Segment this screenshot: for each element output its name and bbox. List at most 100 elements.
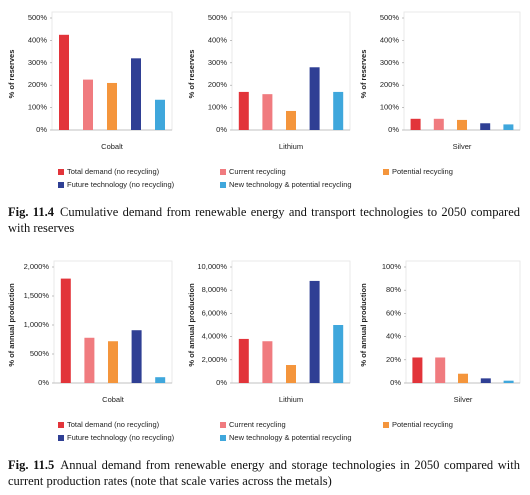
y-tick-label: 300% [380, 58, 400, 67]
legend-swatch [220, 169, 226, 175]
y-tick-label: 300% [208, 58, 228, 67]
y-tick-label: 300% [28, 58, 48, 67]
y-tick-label: 0% [216, 125, 227, 134]
bar [503, 380, 514, 383]
x-tick-label: Cobalt [102, 395, 125, 404]
y-tick-label: 400% [208, 35, 228, 44]
bar [457, 119, 467, 130]
plot-frame [231, 260, 351, 384]
bar [333, 91, 344, 130]
bar [155, 377, 166, 383]
bar [238, 91, 249, 130]
bar [309, 67, 320, 130]
y-tick-label: 100% [380, 103, 400, 112]
caption-label: Fig. 11.4 [8, 205, 54, 219]
y-axis-label: % of annual production [187, 283, 196, 367]
legend-label: Current recycling [229, 420, 286, 429]
bar [435, 357, 446, 383]
y-tick-label: 1,000% [24, 320, 50, 329]
y-axis-label: % of annual production [7, 283, 16, 367]
legend-swatch [220, 422, 226, 428]
y-tick-label: 100% [382, 262, 402, 271]
y-tick-label: 2,000% [202, 355, 228, 364]
bar [333, 325, 344, 383]
bar [309, 280, 320, 383]
legend-label: Future technology (no recycling) [67, 180, 175, 189]
caption-text: Cumulative demand from renewable energy … [8, 205, 521, 235]
bar [59, 34, 69, 130]
bar [262, 341, 273, 383]
legend-swatch [58, 182, 64, 188]
y-tick-label: 500% [208, 13, 228, 22]
legend-label: Current recycling [229, 167, 286, 176]
legend-label: Future technology (no recycling) [67, 433, 175, 442]
bar [238, 338, 249, 383]
bar [108, 341, 118, 383]
bar [262, 94, 273, 130]
y-tick-label: 6,000% [202, 308, 228, 317]
y-tick-label: 10,000% [197, 262, 227, 271]
caption-label: Fig. 11.5 [8, 458, 55, 472]
bar [107, 82, 117, 130]
y-tick-label: 4,000% [202, 332, 228, 341]
y-tick-label: 40% [386, 332, 401, 341]
bar [503, 124, 514, 130]
y-tick-label: 0% [36, 125, 47, 134]
bar [433, 118, 444, 130]
y-tick-label: 200% [28, 80, 48, 89]
caption: Fig. 11.4 Cumulative demand from renewabl… [8, 204, 520, 236]
y-tick-label: 0% [38, 378, 49, 387]
y-tick-label: 200% [380, 80, 400, 89]
y-tick-label: 8,000% [202, 285, 228, 294]
bar [412, 357, 423, 383]
y-tick-label: 0% [216, 378, 227, 387]
legend-label: New technology & potential recycling [229, 433, 352, 442]
y-tick-label: 0% [390, 378, 401, 387]
bar [410, 118, 421, 130]
legend-swatch [220, 435, 226, 441]
legend-swatch [58, 422, 64, 428]
y-tick-label: 20% [386, 355, 401, 364]
y-tick-label: 0% [388, 125, 399, 134]
bar [458, 373, 468, 383]
y-tick-label: 400% [380, 35, 400, 44]
bar [286, 365, 296, 383]
bar [155, 99, 165, 130]
legend-swatch [58, 169, 64, 175]
bar [131, 330, 142, 383]
y-tick-label: 500% [30, 349, 50, 358]
caption-text: Annual demand from renewable energy and … [8, 458, 520, 488]
plot-frame [405, 260, 521, 384]
y-tick-label: 100% [208, 103, 228, 112]
bar [480, 378, 491, 383]
x-tick-label: Cobalt [101, 142, 124, 151]
legend-label: Total demand (no recycling) [67, 167, 160, 176]
legend-label: Potential recycling [392, 167, 453, 176]
y-axis-label: % of reserves [187, 50, 196, 99]
bar [286, 110, 296, 130]
y-tick-label: 100% [28, 103, 48, 112]
legend-swatch [383, 169, 389, 175]
legend-swatch [220, 182, 226, 188]
y-tick-label: 60% [386, 308, 401, 317]
y-tick-label: 2,000% [24, 262, 50, 271]
y-tick-label: 80% [386, 285, 401, 294]
y-axis-label: % of reserves [359, 50, 368, 99]
legend-label: New technology & potential recycling [229, 180, 352, 189]
bar [84, 337, 95, 383]
legend-swatch [58, 435, 64, 441]
y-tick-label: 1,500% [24, 291, 50, 300]
plot-frame [403, 11, 521, 131]
y-axis-label: % of annual production [359, 283, 368, 367]
bar [83, 79, 93, 130]
y-tick-label: 200% [208, 80, 228, 89]
x-tick-label: Silver [453, 142, 472, 151]
legend-label: Total demand (no recycling) [67, 420, 160, 429]
legend-swatch [383, 422, 389, 428]
x-tick-label: Silver [454, 395, 473, 404]
y-tick-label: 500% [380, 13, 400, 22]
y-axis-label: % of reserves [7, 50, 16, 99]
bar [60, 278, 71, 383]
